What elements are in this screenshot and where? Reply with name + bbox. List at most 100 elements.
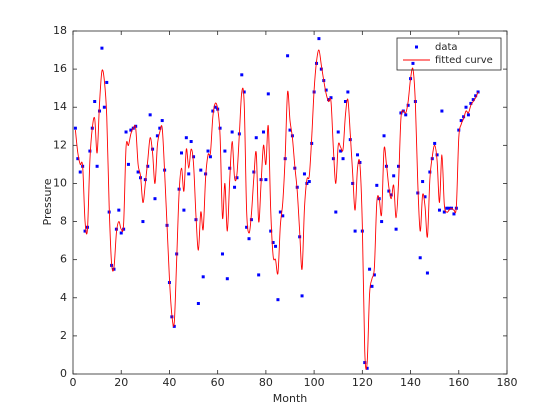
data-point <box>404 113 408 117</box>
data-point <box>339 149 343 153</box>
data-point <box>271 241 275 245</box>
data-point <box>201 275 205 279</box>
data-point <box>382 134 386 138</box>
data-point <box>331 157 335 161</box>
data-point <box>372 273 376 277</box>
data-point <box>88 149 92 153</box>
data-point <box>93 100 97 104</box>
data-point <box>254 136 258 140</box>
data-point <box>230 130 234 134</box>
x-tick-label: 160 <box>448 376 469 389</box>
data-point <box>240 73 244 77</box>
data-point <box>469 101 473 105</box>
data-point <box>421 180 425 184</box>
data-point <box>242 90 246 94</box>
data-point <box>433 141 437 145</box>
data-point <box>257 273 261 277</box>
y-tick-label: 8 <box>60 215 67 228</box>
data-point <box>192 155 196 159</box>
x-tick-label: 80 <box>259 376 273 389</box>
data-point <box>327 98 331 102</box>
data-point <box>387 189 391 193</box>
data-point <box>102 105 106 109</box>
data-point <box>76 157 80 161</box>
data-point <box>136 170 140 174</box>
legend-label: fitted curve <box>435 55 493 66</box>
data-point <box>418 256 422 260</box>
data-point <box>457 128 461 132</box>
data-point <box>302 172 306 176</box>
data-point <box>281 214 285 218</box>
data-point <box>95 164 99 168</box>
data-point <box>351 181 355 185</box>
data-point <box>445 206 449 210</box>
data-point <box>158 126 162 130</box>
data-point <box>380 220 384 224</box>
data-point <box>228 166 232 170</box>
x-tick-label: 40 <box>162 376 176 389</box>
data-point <box>319 67 323 71</box>
data-point <box>336 130 340 134</box>
data-point <box>199 168 203 172</box>
data-point <box>442 210 446 214</box>
data-point <box>208 155 212 159</box>
data-point <box>245 225 249 229</box>
y-tick-label: 6 <box>60 253 67 266</box>
plot-box <box>72 30 508 375</box>
data-point <box>211 109 215 113</box>
legend-box <box>396 37 502 71</box>
data-point <box>117 208 121 212</box>
data-point <box>225 277 229 281</box>
legend-label: data <box>435 42 458 53</box>
y-axis-label: Pressure <box>41 178 54 225</box>
data-point <box>423 195 427 199</box>
data-point <box>343 100 347 104</box>
x-tick-label: 0 <box>70 376 77 389</box>
data-point <box>223 149 227 153</box>
data-point <box>452 212 456 216</box>
data-point <box>78 170 82 174</box>
data-point <box>119 231 123 235</box>
x-axis-label: Month <box>273 392 308 405</box>
data-point <box>105 80 109 84</box>
data-point <box>141 220 145 224</box>
data-point <box>249 218 253 222</box>
data-point <box>264 178 268 182</box>
data-point <box>474 94 478 98</box>
data-point <box>172 324 176 328</box>
data-point <box>189 140 193 144</box>
data-point <box>392 174 396 178</box>
data-point <box>464 105 468 109</box>
data-point <box>368 267 372 271</box>
y-tick-label: 4 <box>60 291 67 304</box>
data-point <box>394 227 398 231</box>
y-tick-label: 0 <box>60 367 67 380</box>
data-point <box>274 244 278 248</box>
data-point <box>356 153 360 157</box>
x-tick-label: 100 <box>304 376 325 389</box>
data-point <box>305 181 309 185</box>
data-point <box>196 301 200 305</box>
data-point <box>307 180 311 184</box>
data-point <box>363 361 367 365</box>
data-point <box>435 153 439 157</box>
data-point <box>213 105 217 109</box>
y-tick-label: 16 <box>53 62 67 75</box>
data-point <box>276 298 280 302</box>
data-point <box>389 193 393 197</box>
legend-marker <box>415 45 418 49</box>
data-point <box>129 128 133 132</box>
x-tick-label: 140 <box>400 376 421 389</box>
data-point <box>247 237 251 241</box>
data-point <box>329 96 333 100</box>
fitted-curve <box>74 49 479 370</box>
data-point <box>375 183 379 187</box>
data-point <box>428 170 432 174</box>
data-point <box>471 98 475 102</box>
data-point <box>437 208 441 212</box>
data-point <box>266 92 270 96</box>
data-point <box>126 162 130 166</box>
y-tick-label: 14 <box>53 100 67 113</box>
data-point <box>155 134 159 138</box>
data-point <box>286 54 290 58</box>
